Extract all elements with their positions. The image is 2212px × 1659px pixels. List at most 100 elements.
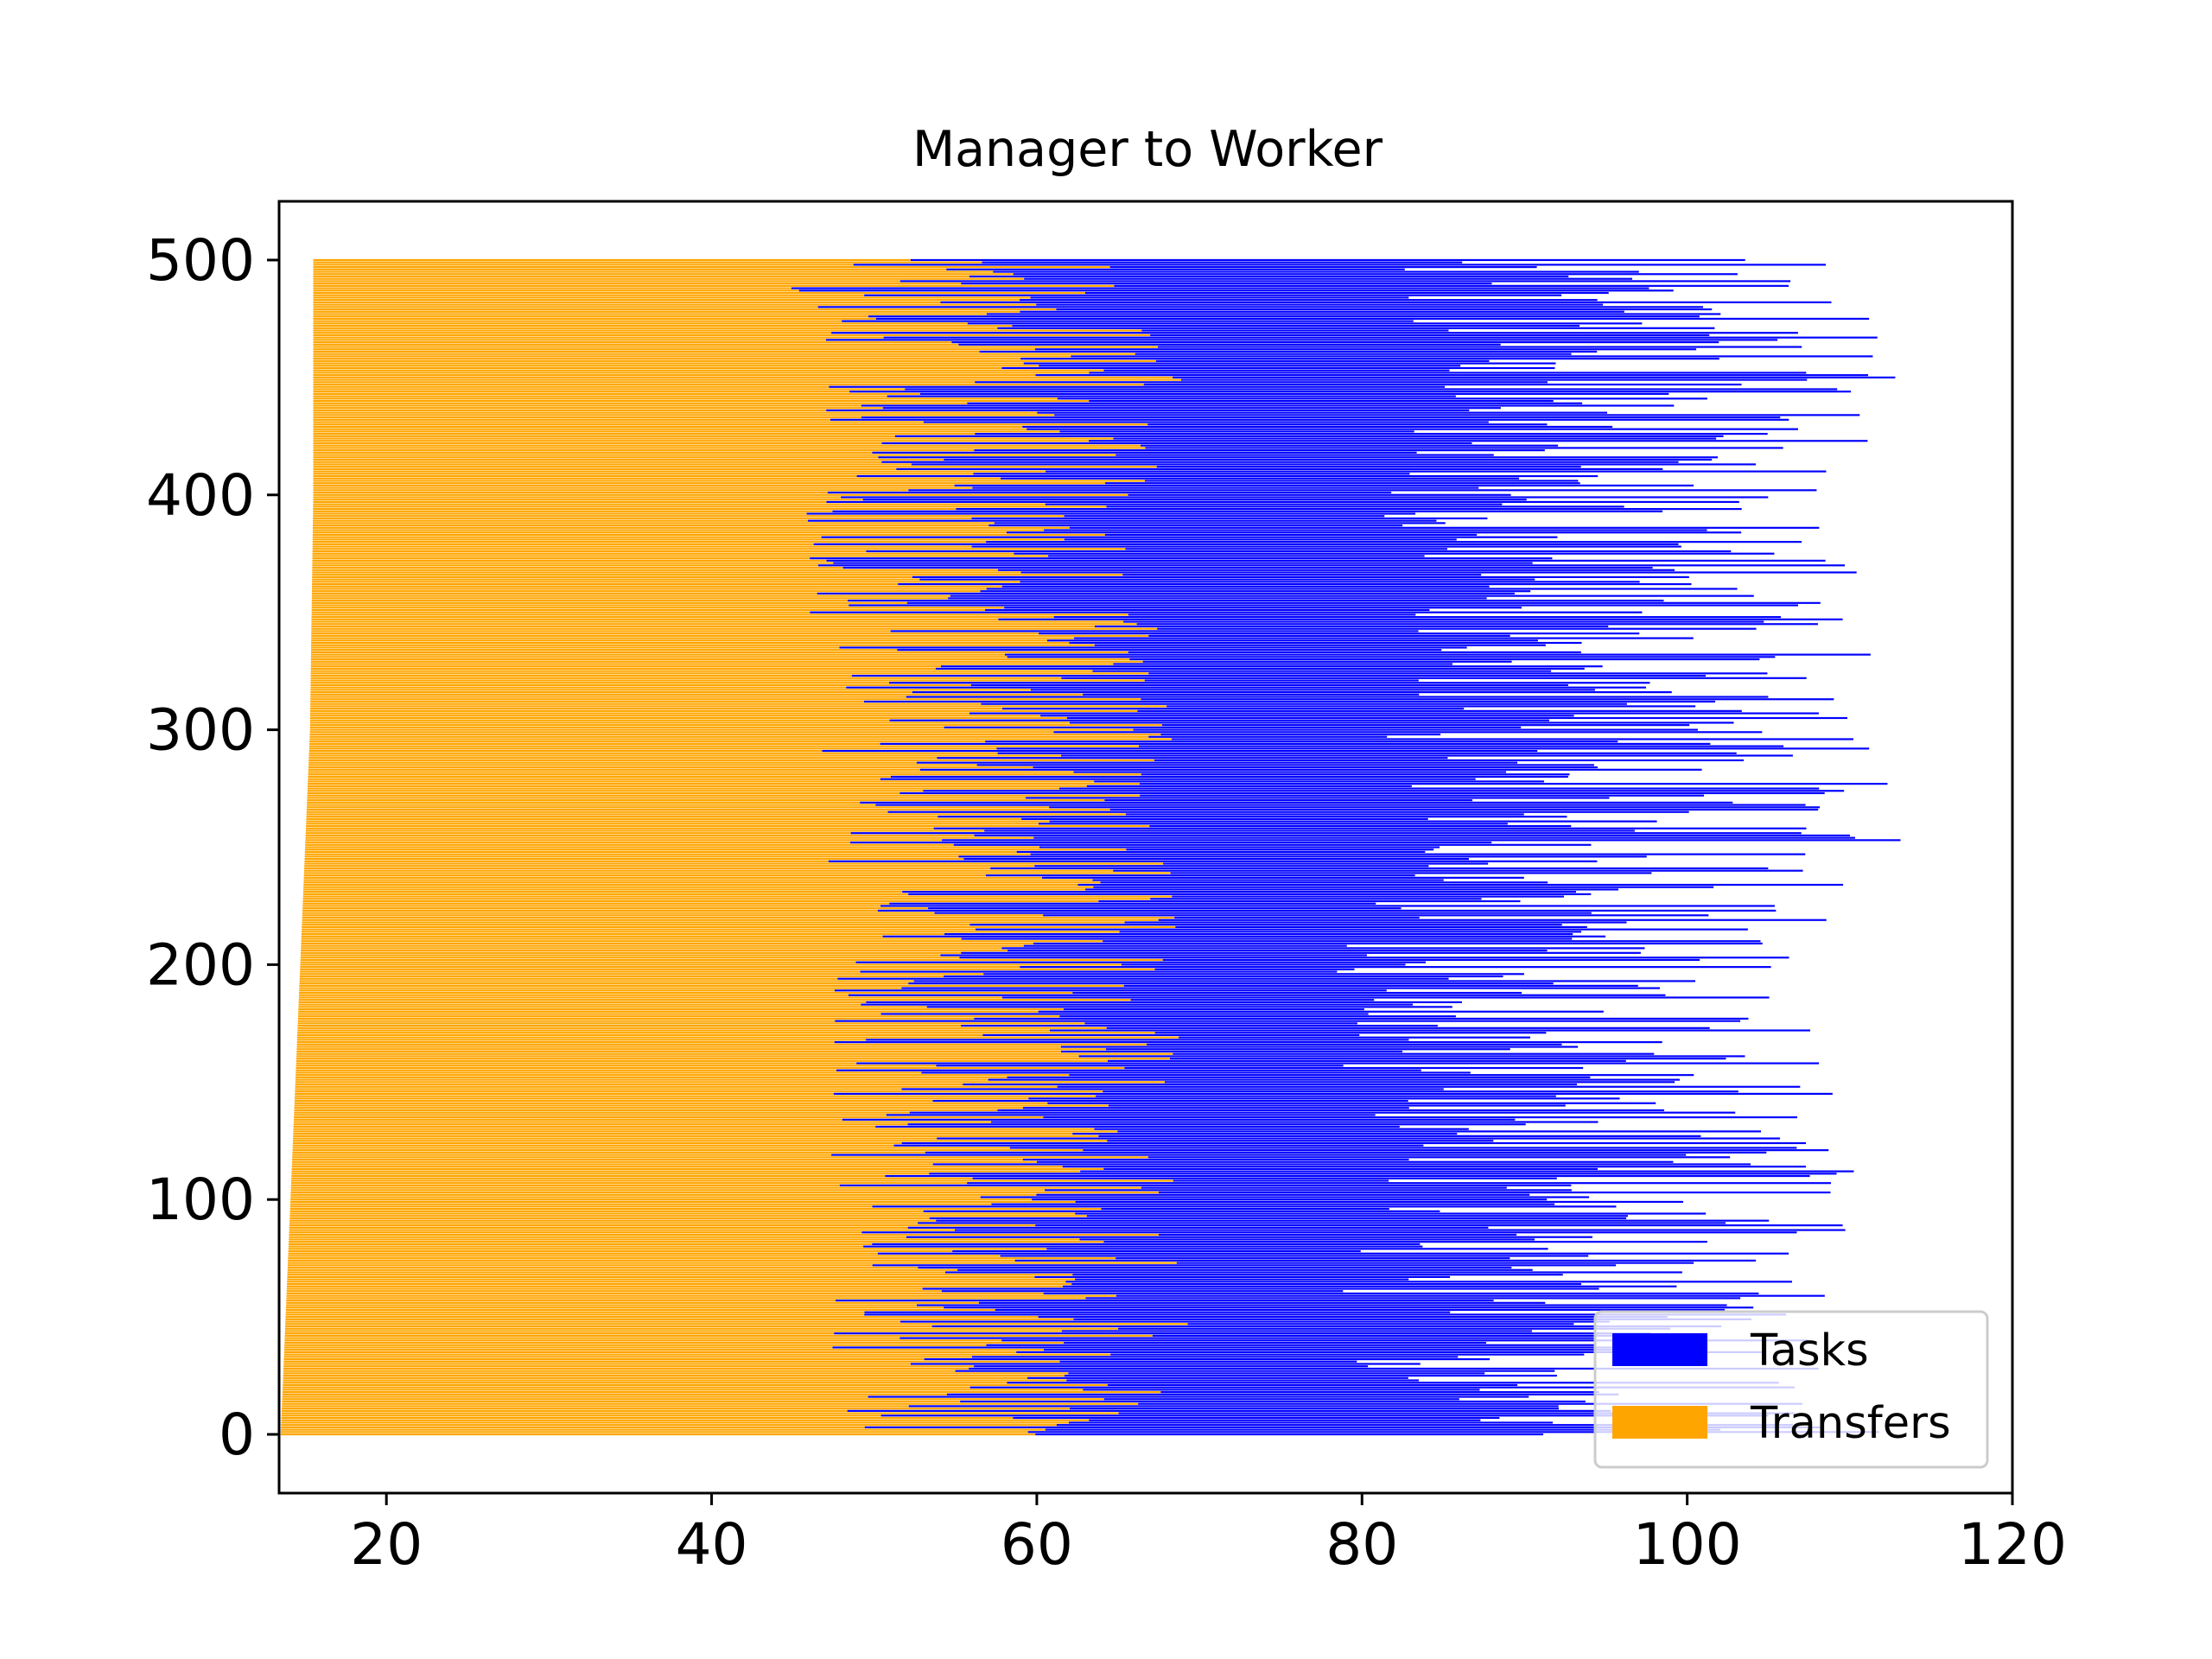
bar-transfers bbox=[300, 961, 856, 963]
bar-transfers bbox=[313, 447, 1146, 449]
bar-transfers bbox=[313, 366, 1002, 370]
bar-tasks bbox=[1124, 921, 1627, 924]
bar-transfers bbox=[311, 644, 1095, 646]
bar-transfers bbox=[283, 1351, 1017, 1353]
bar-transfers bbox=[308, 749, 823, 753]
bar-tasks bbox=[1113, 437, 1717, 440]
bar-tasks bbox=[1141, 698, 1834, 701]
bar-transfers bbox=[305, 830, 985, 832]
bar-transfers bbox=[303, 869, 1114, 872]
bar-transfers bbox=[297, 1020, 836, 1022]
bar-transfers bbox=[313, 451, 873, 454]
bar-tasks bbox=[1124, 1066, 1584, 1070]
bar-transfers bbox=[292, 1158, 1023, 1161]
bar-tasks bbox=[860, 801, 1733, 804]
bar-transfers bbox=[303, 874, 986, 877]
bar-tasks bbox=[1046, 470, 1827, 473]
bar-tasks bbox=[1133, 728, 1698, 731]
bar-tasks bbox=[905, 388, 1838, 391]
bar-tasks bbox=[1021, 817, 1428, 820]
bar-tasks bbox=[1014, 552, 1775, 555]
bar-transfers bbox=[293, 1128, 1095, 1130]
bar-tasks bbox=[1049, 820, 1657, 823]
bar-transfers bbox=[312, 526, 1070, 529]
bar-transfers bbox=[313, 456, 879, 459]
bar-transfers bbox=[313, 470, 1046, 473]
bar-tasks bbox=[1085, 1297, 1741, 1300]
bar-transfers bbox=[288, 1264, 873, 1267]
bar-tasks bbox=[1105, 1048, 1510, 1051]
bar-tasks bbox=[1106, 1027, 1710, 1029]
bar-tasks bbox=[1138, 745, 1784, 747]
bar-tasks bbox=[1065, 1281, 1792, 1283]
bar-transfers bbox=[298, 1010, 1039, 1013]
bar-tasks bbox=[1039, 846, 1440, 849]
bar-transfers bbox=[289, 1233, 1160, 1236]
bar-transfers bbox=[311, 613, 1128, 616]
bar-tasks bbox=[1042, 876, 1524, 879]
bar-transfers bbox=[310, 702, 982, 705]
bar-transfers bbox=[302, 905, 881, 907]
bar-tasks bbox=[1118, 1327, 1671, 1330]
bar-tasks bbox=[1128, 493, 1511, 496]
bar-tasks bbox=[1036, 303, 1604, 306]
x-tick-label: 120 bbox=[1958, 1511, 2067, 1578]
bar-transfers bbox=[305, 834, 975, 836]
y-tick-label: 200 bbox=[146, 931, 255, 998]
bar-tasks bbox=[944, 1271, 1682, 1274]
bar-tasks bbox=[1030, 853, 1806, 855]
bar-transfers bbox=[289, 1243, 873, 1245]
bar-tasks bbox=[855, 961, 1426, 963]
bar-transfers bbox=[290, 1182, 968, 1185]
bar-transfers bbox=[304, 860, 829, 862]
bar-transfers bbox=[286, 1300, 836, 1302]
bar-transfers bbox=[285, 1323, 1188, 1325]
bar-tasks bbox=[1073, 771, 1507, 773]
bar-tasks bbox=[912, 691, 1672, 694]
bar-transfers bbox=[284, 1330, 1062, 1332]
bar-tasks bbox=[1001, 585, 1490, 588]
bar-transfers bbox=[299, 991, 1073, 995]
bar-tasks bbox=[839, 646, 1467, 649]
bar-transfers bbox=[303, 881, 1101, 884]
bar-tasks bbox=[1073, 1318, 1751, 1320]
bar-transfers bbox=[292, 1141, 902, 1145]
bar-tasks bbox=[922, 1287, 1599, 1290]
bar-tasks bbox=[890, 630, 1419, 632]
bar-transfers bbox=[290, 1198, 1033, 1201]
bar-tasks bbox=[988, 1078, 1680, 1081]
bar-transfers bbox=[281, 1421, 1069, 1424]
bar-transfers bbox=[309, 724, 1162, 727]
bar-transfers bbox=[313, 503, 1046, 505]
bar-tasks bbox=[1166, 705, 1696, 708]
bar-tasks bbox=[929, 1217, 1627, 1220]
bar-transfers bbox=[308, 745, 1139, 747]
bar-transfers bbox=[313, 303, 1037, 306]
bar-tasks bbox=[982, 261, 1463, 264]
bar-transfers bbox=[299, 982, 909, 985]
bar-tasks bbox=[1020, 966, 1771, 969]
bar-tasks bbox=[1045, 503, 1503, 505]
bar-tasks bbox=[1059, 1360, 1357, 1363]
bar-transfers bbox=[281, 1424, 1057, 1427]
bar-transfers bbox=[302, 931, 1120, 933]
bar-tasks bbox=[963, 1083, 1578, 1086]
bar-tasks bbox=[980, 1196, 1590, 1198]
bar-tasks bbox=[1103, 1241, 1707, 1243]
bar-tasks bbox=[899, 1320, 1610, 1323]
bar-transfers bbox=[288, 1245, 864, 1248]
bar-tasks bbox=[960, 1400, 1586, 1403]
bar-tasks bbox=[1036, 1193, 1530, 1196]
bar-transfers bbox=[304, 865, 1035, 868]
bar-tasks bbox=[1162, 958, 1700, 962]
bar-transfers bbox=[313, 414, 1055, 416]
bar-transfers bbox=[313, 423, 1148, 426]
bar-tasks bbox=[1109, 808, 1819, 811]
bar-tasks bbox=[877, 1252, 1789, 1255]
bar-transfers bbox=[289, 1217, 930, 1220]
bar-tasks bbox=[1001, 1339, 1808, 1342]
bar-tasks bbox=[881, 461, 1679, 463]
bar-transfers bbox=[311, 600, 849, 602]
bar-tasks bbox=[1016, 1351, 1763, 1353]
bar-tasks bbox=[1043, 914, 1709, 917]
